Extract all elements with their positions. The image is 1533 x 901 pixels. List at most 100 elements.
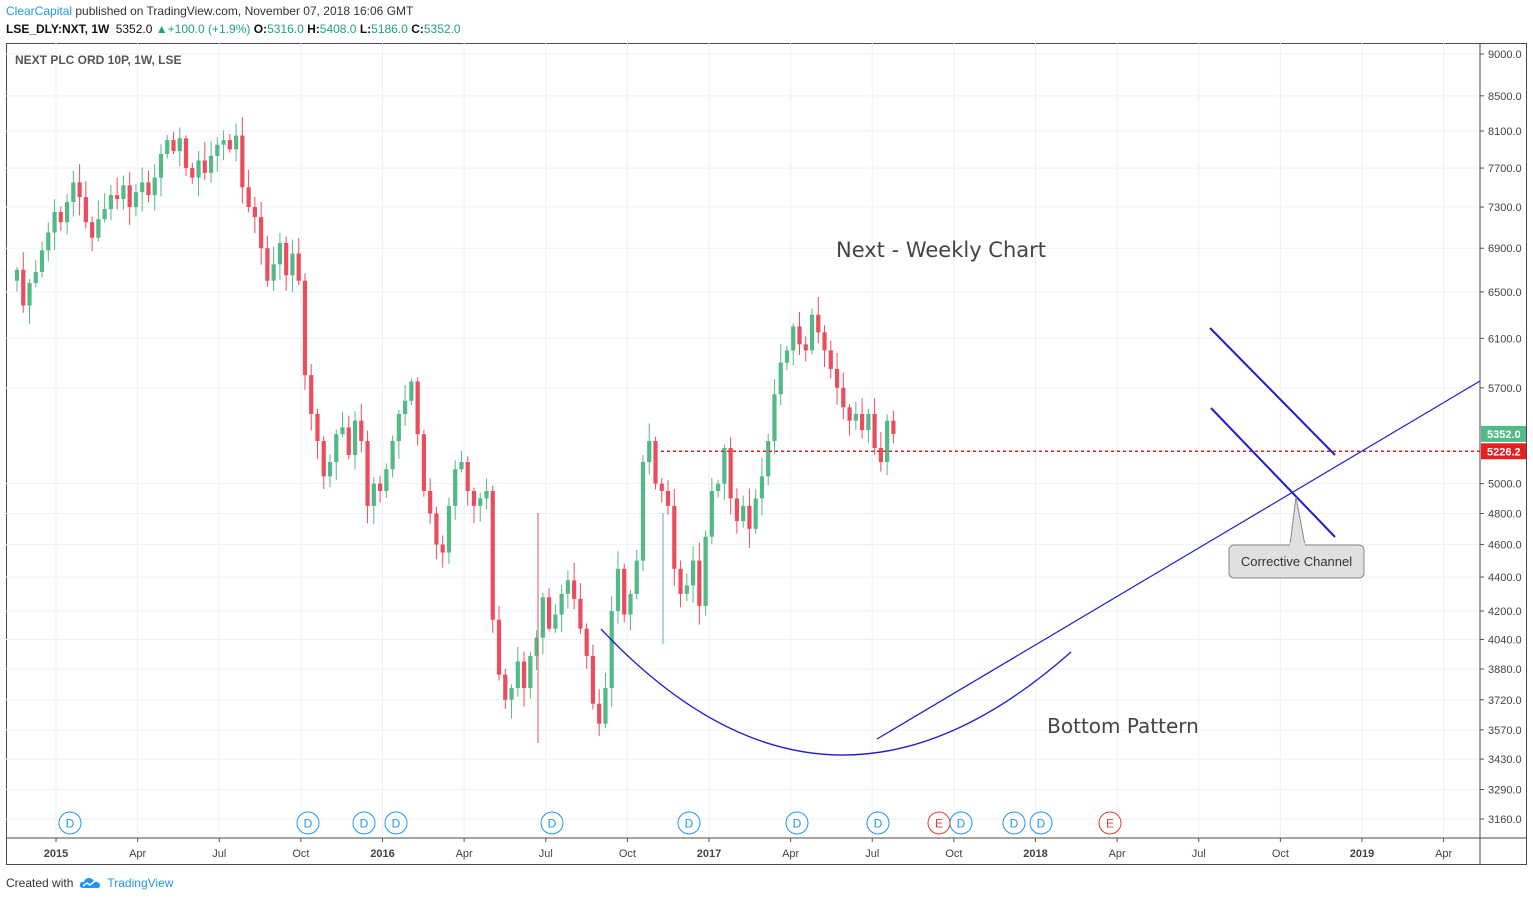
candle [334, 429, 339, 480]
candle-body [152, 177, 157, 196]
candle-body [446, 505, 452, 553]
candle-body [791, 326, 796, 351]
channel-lower-line[interactable] [1210, 407, 1336, 538]
candle [540, 592, 545, 655]
candle [622, 563, 627, 623]
dividend-marker[interactable] [384, 811, 408, 835]
candle-body [202, 160, 207, 173]
dividend-marker[interactable] [866, 811, 890, 835]
candle-body [866, 413, 871, 431]
candle-body [208, 155, 214, 173]
candle-body [434, 513, 439, 545]
x-tick-label: 2016 [370, 848, 394, 860]
dividend-marker[interactable] [1029, 811, 1053, 835]
dividend-marker[interactable] [677, 811, 701, 835]
candle [565, 570, 570, 609]
candle [133, 184, 139, 217]
candle-body [52, 212, 57, 233]
candle [102, 193, 107, 223]
candle-body [221, 140, 226, 145]
candle-body [834, 368, 840, 388]
candle [478, 492, 483, 522]
dividend-marker-label: D [1037, 817, 1046, 831]
dividend-marker[interactable] [296, 811, 320, 835]
candle-body [534, 637, 539, 656]
candle-body [841, 387, 846, 408]
low-label: L: [359, 22, 372, 36]
candle [722, 444, 727, 500]
candle [653, 436, 658, 490]
dividend-marker[interactable] [785, 811, 809, 835]
close-value: 5352.0 [423, 22, 461, 36]
candle-body [252, 207, 257, 218]
candle-body [797, 326, 802, 345]
candle [315, 408, 320, 460]
candle [421, 430, 426, 497]
candle-body [359, 420, 364, 442]
channel-upper-line[interactable] [1209, 327, 1336, 456]
candle [396, 409, 401, 459]
candle-body [509, 688, 514, 700]
candle-body [302, 280, 308, 376]
candle [108, 185, 113, 221]
tradingview-link[interactable]: TradingView [79, 875, 173, 891]
candle [572, 562, 577, 610]
candle [321, 436, 326, 490]
candle-body [741, 505, 746, 522]
y-tick-label: 3880.0 [1488, 664, 1522, 676]
candle-body [471, 490, 477, 506]
candle-body [684, 585, 689, 594]
candle-body [428, 490, 433, 514]
high-value: 5408.0 [319, 22, 357, 36]
candle-body [490, 490, 495, 620]
candle [409, 378, 414, 405]
candle-body [828, 350, 833, 369]
candle [453, 460, 458, 520]
candle-body [634, 560, 639, 594]
symbol-label: LSE_DLY:NXT, 1W [6, 22, 110, 36]
candle [252, 196, 257, 234]
candle [484, 478, 489, 510]
candle [384, 463, 389, 498]
candle [853, 402, 858, 431]
corrective-channel-label: Corrective Channel [1241, 554, 1352, 569]
x-tick-label: Jul [1192, 848, 1206, 860]
candle [647, 423, 652, 475]
candle [83, 181, 88, 229]
bottom-pattern-curve[interactable] [600, 628, 1072, 756]
candle [14, 266, 20, 292]
dividend-marker[interactable] [1002, 811, 1026, 835]
candle [872, 398, 877, 455]
x-tick-label: Oct [1272, 848, 1289, 860]
candle-body [315, 413, 320, 442]
candle-body [753, 498, 758, 529]
candle-body [572, 580, 577, 599]
support-trendline[interactable] [876, 380, 1481, 740]
candle-body [709, 490, 714, 537]
dividend-marker[interactable] [352, 811, 376, 835]
dividend-marker[interactable] [540, 811, 564, 835]
dividend-marker[interactable] [58, 811, 82, 835]
last-price-label: 5352.0 [1487, 429, 1521, 441]
change-value: +100.0 (+1.9%) [167, 22, 251, 36]
candle [716, 479, 721, 498]
corrective-channel-callout[interactable]: Corrective Channel [1228, 496, 1365, 579]
earnings-marker[interactable] [927, 811, 951, 835]
candle [866, 408, 871, 443]
tradingview-cloud-icon [80, 878, 101, 888]
candle-body [296, 253, 301, 281]
candle-body [96, 219, 101, 238]
candle-body [496, 619, 502, 675]
earnings-marker[interactable] [1098, 811, 1122, 835]
candle [459, 451, 464, 473]
candle-body [58, 212, 63, 223]
candle-body [234, 135, 239, 150]
candle [215, 137, 220, 173]
candle-body [515, 661, 520, 689]
candle-body [547, 597, 552, 629]
author-name[interactable]: ClearCapital [6, 4, 73, 18]
candle [778, 344, 783, 406]
candle-body [384, 469, 389, 491]
